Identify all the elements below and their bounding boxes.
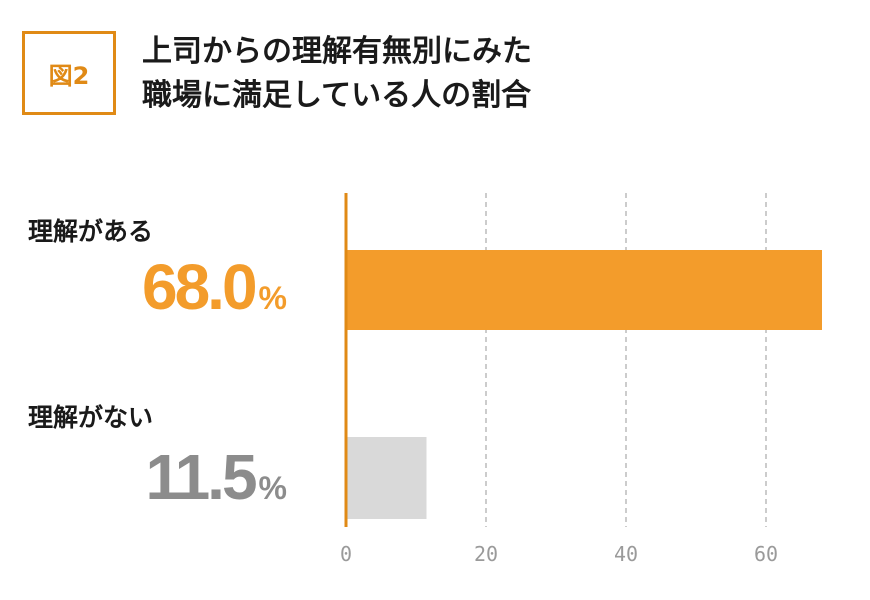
- bar-understood: [346, 250, 822, 330]
- value-label-not-understood: 11.5%: [146, 440, 287, 514]
- value-unit-not-understood: %: [258, 470, 287, 506]
- category-label-not-understood: 理解がない: [28, 403, 154, 432]
- value-label-understood: 68.0%: [142, 250, 287, 324]
- figure-badge: 図2: [22, 31, 116, 115]
- chart-title-line-2: 職場に満足している人の割合: [142, 78, 532, 113]
- value-unit-understood: %: [258, 280, 287, 316]
- x-tick-label-40: 40: [614, 542, 638, 566]
- bar-not-understood: [346, 437, 427, 519]
- value-number-not-understood: 11.5: [145, 441, 258, 513]
- x-tick-label-0: 0: [340, 542, 352, 566]
- value-number-understood: 68.0: [141, 251, 258, 323]
- chart-title: 上司からの理解有無別にみた 職場に満足している人の割合: [142, 30, 742, 118]
- x-tick-label-20: 20: [474, 542, 498, 566]
- chart-title-line-1: 上司からの理解有無別にみた: [142, 34, 532, 69]
- x-tick-label-60: 60: [754, 542, 778, 566]
- category-label-understood: 理解がある: [28, 217, 154, 246]
